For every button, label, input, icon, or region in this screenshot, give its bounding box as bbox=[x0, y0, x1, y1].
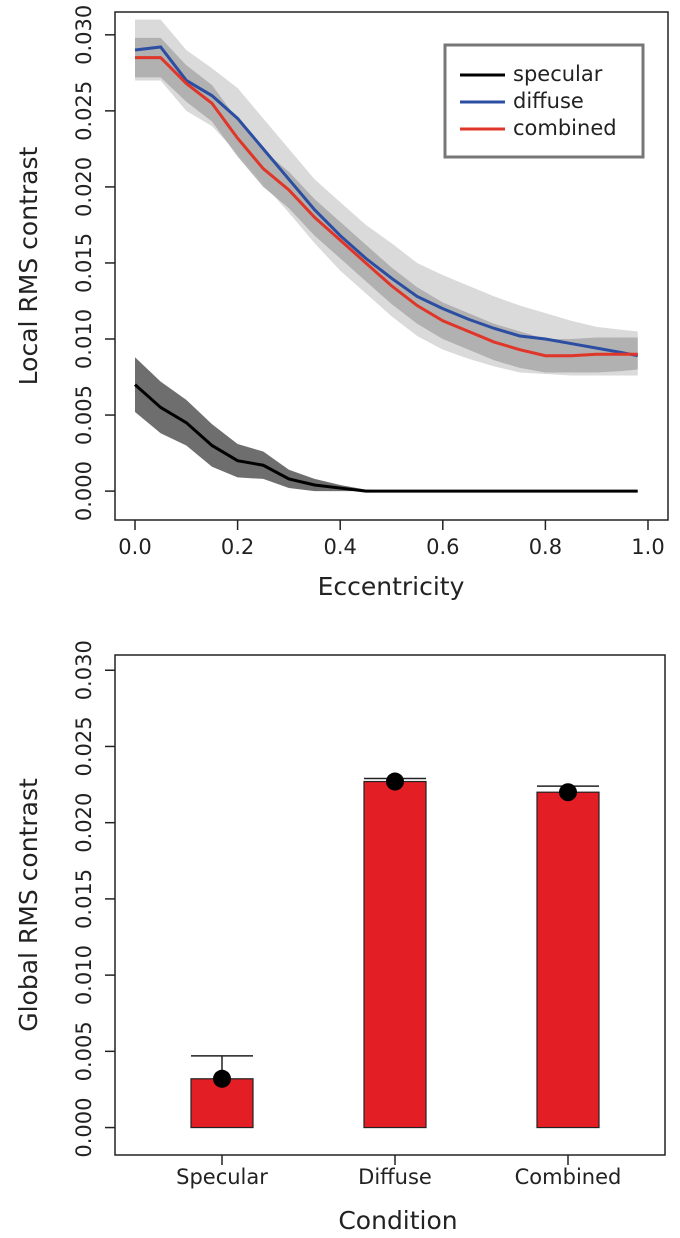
y-tick-label: 0.000 bbox=[72, 1097, 96, 1157]
y-tick-label: 0.010 bbox=[72, 309, 96, 369]
y-tick-label: 0.015 bbox=[72, 869, 96, 929]
y-tick-label: 0.005 bbox=[72, 1021, 96, 1081]
mean-dot bbox=[213, 1069, 231, 1088]
x-tick-label: 0.4 bbox=[323, 535, 356, 559]
y-tick-label: 0.030 bbox=[72, 5, 96, 65]
x-tick-label: 0.2 bbox=[221, 535, 254, 559]
x-tick-label: 0.6 bbox=[426, 535, 459, 559]
x-tick-label: Combined bbox=[515, 1165, 622, 1189]
line bbox=[135, 56, 638, 358]
x-tick-label: 1.0 bbox=[631, 535, 664, 559]
y-tick-label: 0.025 bbox=[72, 716, 96, 776]
error-band bbox=[135, 357, 638, 492]
y-tick-label: 0.020 bbox=[72, 157, 96, 217]
error-band bbox=[135, 37, 638, 373]
y-tick-label: 0.025 bbox=[72, 81, 96, 141]
line bbox=[134, 383, 638, 493]
x-tick-label: 0.8 bbox=[529, 535, 562, 559]
y-tick-label: 0.015 bbox=[72, 233, 96, 293]
legend-label: specular bbox=[513, 62, 603, 86]
y-tick-label: 0.000 bbox=[72, 461, 96, 521]
y-tick-label: 0.010 bbox=[72, 945, 96, 1005]
legend-label: combined bbox=[513, 116, 617, 140]
x-axis-title: Eccentricity bbox=[318, 572, 465, 601]
legend-label: diffuse bbox=[513, 89, 584, 113]
y-axis-title: Global RMS contrast bbox=[14, 778, 43, 1032]
bar bbox=[536, 791, 600, 1129]
line bbox=[134, 45, 639, 358]
mean-dot bbox=[386, 772, 404, 791]
x-axis-title: Condition bbox=[338, 1206, 457, 1235]
x-tick-label: Diffuse bbox=[358, 1165, 432, 1189]
y-tick-label: 0.005 bbox=[72, 385, 96, 445]
mean-dot bbox=[559, 783, 577, 802]
y-tick-label: 0.030 bbox=[72, 640, 96, 700]
x-tick-label: 0.0 bbox=[118, 535, 151, 559]
plot-frame bbox=[114, 11, 669, 521]
x-tick-label: Specular bbox=[176, 1165, 268, 1189]
y-tick-label: 0.020 bbox=[72, 793, 96, 853]
y-axis-title: Local RMS contrast bbox=[14, 147, 43, 386]
plot-frame bbox=[114, 654, 666, 1156]
bar bbox=[363, 780, 427, 1129]
